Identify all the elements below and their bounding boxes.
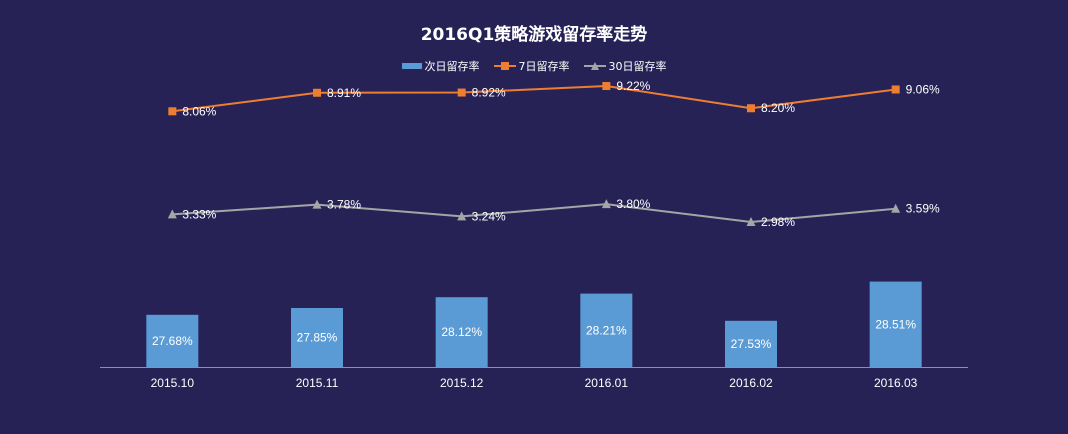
- bar-2016.03: [869, 281, 922, 367]
- bar-data-label: 27.85%: [297, 331, 338, 345]
- line-series-2: [172, 203, 896, 224]
- x-tick-label: 2015.11: [296, 376, 339, 390]
- point-30day-2016.02: [746, 217, 756, 227]
- bar-2016.01: [580, 293, 633, 367]
- bar-data-label: 28.51%: [875, 317, 916, 331]
- point-30day-2016.01: [601, 199, 611, 209]
- x-tick-label: 2016.03: [874, 376, 918, 390]
- line-30day-data-label: 3.24%: [472, 209, 506, 223]
- legend-item-7-day: 7日留存率: [493, 58, 570, 74]
- bar-2015.10: [146, 314, 199, 367]
- line-7day-data-label: 8.92%: [472, 86, 506, 100]
- point-7day-2015.10: [168, 107, 177, 116]
- bar-data-label: 28.21%: [586, 323, 627, 337]
- x-tick-label: 2016.02: [729, 376, 773, 390]
- line-7day-data-label: 8.20%: [761, 101, 795, 115]
- line-7day-data-label: 8.06%: [182, 104, 216, 118]
- legend-label-7-day: 7日留存率: [518, 60, 570, 73]
- line-7day-data-label: 9.22%: [616, 79, 650, 93]
- line-30day-data-label: 2.98%: [761, 215, 795, 229]
- point-7day-2015.11: [313, 88, 321, 97]
- line-30day-data-label: 3.80%: [616, 197, 650, 211]
- bar-data-label: 28.12%: [441, 325, 482, 339]
- legend-line-7-day: [493, 61, 516, 71]
- point-7day-2016.03: [891, 85, 900, 94]
- legend-item-30-day: 30日留存率: [583, 58, 667, 74]
- line-30day-data-label: 3.59%: [906, 202, 940, 216]
- x-tick-label: 2016.01: [585, 376, 629, 390]
- bar-2015.12: [435, 297, 488, 367]
- bar-data-label: 27.68%: [152, 334, 193, 348]
- bar-data-label: 27.53%: [731, 337, 772, 351]
- legend-label-next-day: 次日留存率: [424, 60, 480, 73]
- x-tick-label: 2015.10: [151, 376, 195, 390]
- legend-item-next-day: 次日留存率: [401, 58, 480, 74]
- legend-line-30-day: [583, 61, 606, 71]
- line-7day-data-label: 9.06%: [906, 82, 940, 96]
- point-7day-2015.12: [457, 88, 466, 97]
- point-30day-2015.11: [312, 199, 322, 209]
- point-7day-2016.02: [747, 104, 755, 113]
- chart-title: 2016Q1策略游戏留存率走势: [420, 25, 648, 45]
- line-7day-data-label: 8.91%: [327, 86, 361, 100]
- line-series-1: [172, 85, 896, 113]
- point-7day-2016.01: [602, 82, 611, 91]
- line-30day-data-label: 3.33%: [182, 207, 216, 221]
- point-30day-2016.03: [891, 203, 901, 213]
- triangle-marker-icon: [590, 62, 599, 70]
- chart-legend: 次日留存率 7日留存率 30日留存率: [0, 58, 1068, 74]
- legend-swatch-bar: [401, 63, 422, 69]
- point-30day-2015.12: [457, 211, 467, 221]
- line-30day-data-label: 3.78%: [327, 198, 361, 212]
- square-marker-icon: [500, 62, 509, 70]
- legend-label-30-day: 30日留存率: [608, 60, 667, 73]
- bar-2015.11: [291, 308, 343, 367]
- point-30day-2015.10: [167, 209, 177, 219]
- x-tick-label: 2015.12: [440, 376, 484, 390]
- bar-2016.02: [725, 320, 777, 367]
